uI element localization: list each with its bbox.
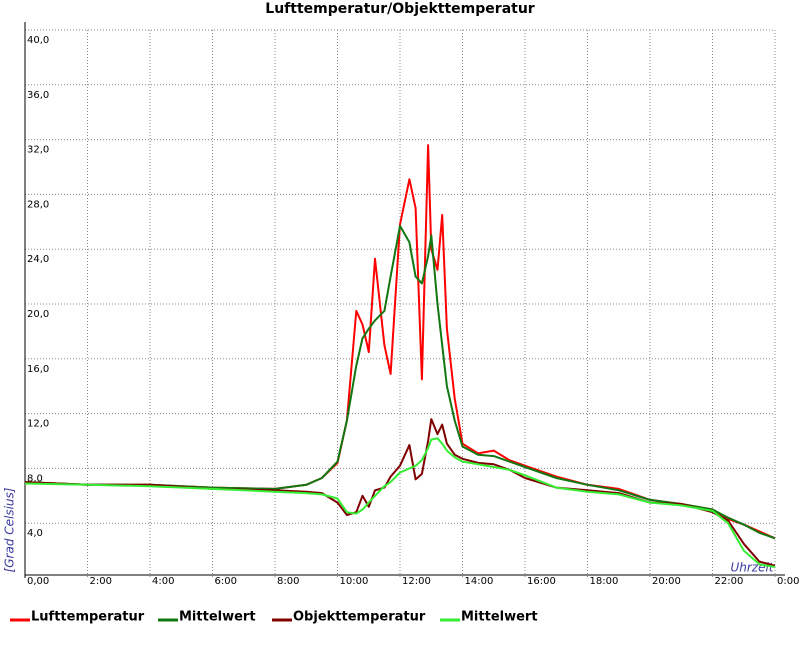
y-tick-label: 16,0: [27, 364, 49, 375]
x-tick-label: 12:00: [402, 576, 431, 587]
x-tick-label: 8:00: [277, 576, 299, 587]
x-tick-label: 18:00: [590, 576, 619, 587]
y-tick-label: 36,0: [27, 90, 49, 101]
line: [24, 437, 776, 568]
legend-item: Mittelwert: [158, 610, 256, 625]
y-tick-label: 40,0: [27, 35, 49, 46]
line: [24, 224, 776, 540]
legend-label: Mittelwert: [461, 610, 538, 625]
x-tick-label: 4:00: [152, 576, 174, 587]
y-tick-label: 12,0: [27, 419, 49, 430]
x-tick-label: 0,00: [27, 576, 49, 587]
y-axis-label: [Grad Celsius]: [3, 487, 17, 572]
y-tick-label: 4,0: [27, 528, 43, 539]
legend-item: Objekttemperatur: [272, 610, 426, 625]
x-tick-label: 6:00: [215, 576, 237, 587]
legend-label: Lufttemperatur: [31, 610, 145, 625]
legend-label: Objekttemperatur: [293, 610, 426, 625]
x-tick-label: 16:00: [527, 576, 556, 587]
x-tick-label: 20:00: [652, 576, 681, 587]
x-tick-label: 0:00: [777, 576, 799, 587]
x-tick-label: 14:00: [465, 576, 494, 587]
x-tick-label: 22:00: [715, 576, 744, 587]
chart-title: Lufttemperatur/Objekttemperatur: [265, 1, 535, 17]
x-tick-label: 10:00: [340, 576, 369, 587]
x-tick-label: 2:00: [90, 576, 112, 587]
legend-item: Mittelwert: [440, 610, 538, 625]
x-axis-label: Uhrzeit: [730, 561, 774, 575]
y-tick-label: 24,0: [27, 254, 49, 265]
y-tick-label: 28,0: [27, 199, 49, 210]
y-tick-label: 20,0: [27, 309, 49, 320]
y-tick-label: 32,0: [27, 145, 49, 156]
y-tick-label: 8,0: [27, 473, 43, 484]
legend-label: Mittelwert: [179, 610, 256, 625]
legend-item: Lufttemperatur: [10, 610, 145, 625]
